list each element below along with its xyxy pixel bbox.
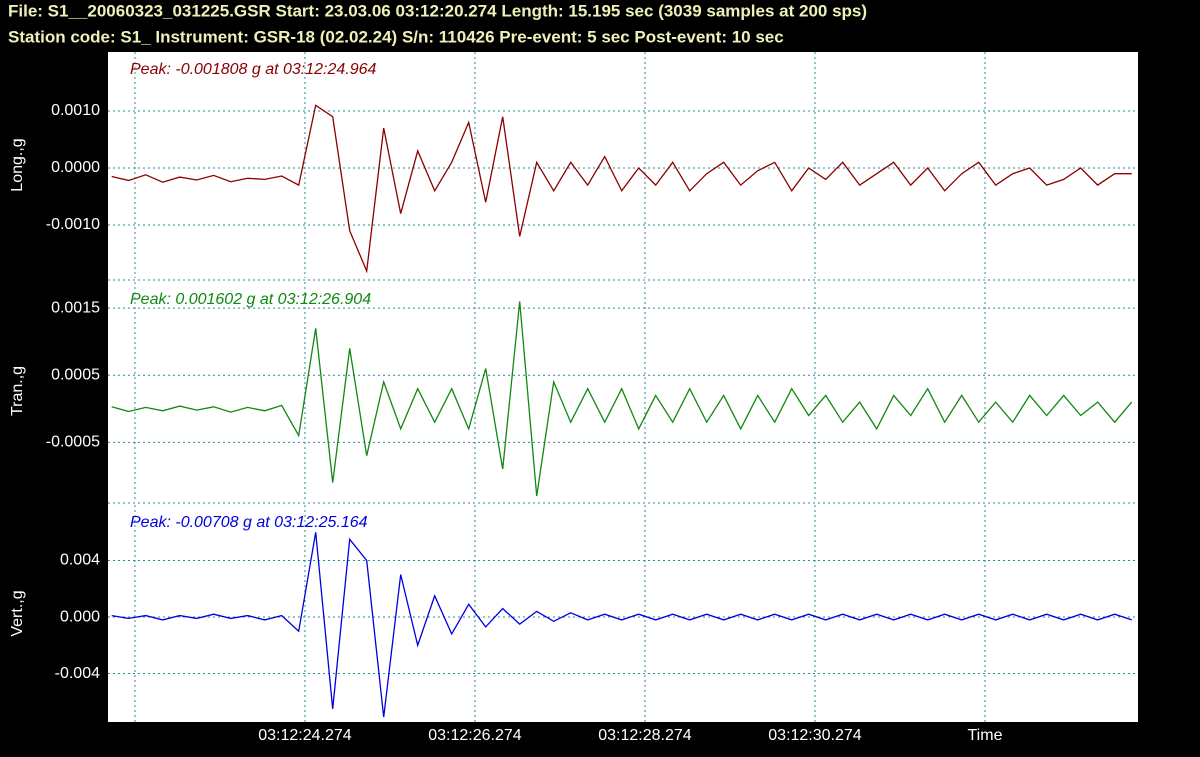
header-line: Station code: S1_ Instrument: GSR-18 (02… [8, 27, 784, 46]
x-tick-label: 03:12:30.274 [768, 727, 862, 744]
x-tick-label: 03:12:26.274 [428, 727, 522, 744]
y-axis-label: Vert.,g [9, 590, 26, 636]
trace [111, 301, 1133, 497]
y-tick-label: 0.000 [60, 608, 100, 625]
y-tick-label: 0.0000 [51, 159, 100, 176]
x-tick-label: 03:12:24.274 [258, 727, 352, 744]
y-tick-label: -0.0010 [46, 216, 100, 233]
peak-annotation: Peak: -0.001808 g at 03:12:24.964 [130, 61, 377, 78]
trace [111, 532, 1132, 718]
x-tick-label: Time [968, 727, 1003, 744]
y-tick-label: -0.0005 [46, 434, 100, 451]
y-tick-label: 0.0010 [51, 102, 100, 119]
y-axis-label: Tran.,g [9, 366, 26, 416]
peak-annotation: Peak: 0.001602 g at 03:12:26.904 [130, 291, 371, 308]
y-tick-label: 0.0005 [51, 366, 100, 383]
header-line: File: S1__20060323_031225.GSR Start: 23.… [8, 1, 867, 20]
y-tick-label: 0.004 [60, 552, 100, 569]
trace [111, 104, 1132, 274]
y-tick-label: 0.0015 [51, 299, 100, 316]
plot-area [108, 52, 1138, 722]
x-tick-label: 03:12:28.274 [598, 727, 692, 744]
peak-annotation: Peak: -0.00708 g at 03:12:25.164 [130, 514, 368, 531]
y-tick-label: -0.004 [55, 665, 100, 682]
y-axis-label: Long.,g [9, 138, 26, 191]
